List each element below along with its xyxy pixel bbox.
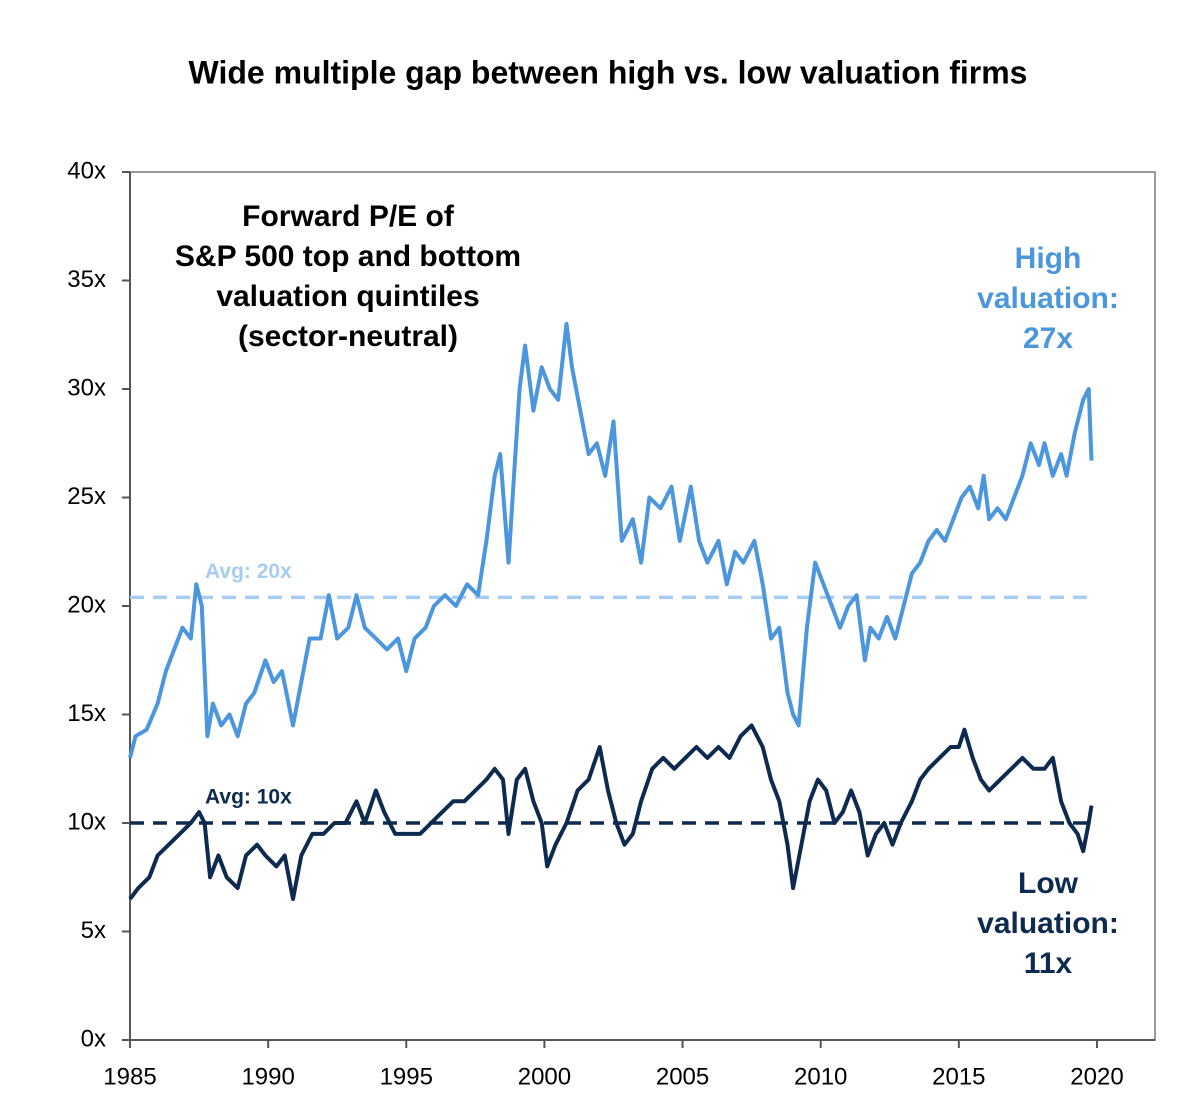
x-tick-label: 2005 [656,1063,709,1090]
annotation: High [1015,242,1082,275]
annotation: Forward P/E of [242,200,455,233]
average-label: Avg: 20x [205,560,292,583]
y-tick-label: 15x [67,700,106,727]
y-tick-label: 30x [67,374,106,401]
x-tick-label: 2015 [932,1063,985,1090]
series-line [128,723,1094,901]
x-tick-label: 1985 [103,1063,156,1090]
annotation: Low [1018,867,1079,900]
y-tick-label: 10x [67,808,106,835]
x-tick-label: 2020 [1070,1063,1123,1090]
y-tick-label: 25x [67,483,106,510]
y-tick-label: 0x [81,1025,106,1052]
y-tick-label: 40x [67,157,106,184]
series-line [128,321,1094,759]
x-tick-label: 1995 [380,1063,433,1090]
annotation: 11x [1024,947,1073,980]
annotation: 27x [1023,322,1073,355]
annotation: valuation: [977,907,1119,940]
annotation: (sector-neutral) [238,320,458,353]
y-tick-label: 20x [67,591,106,618]
x-tick-label: 2010 [794,1063,847,1090]
annotation: valuation: [977,282,1119,315]
x-tick-label: 2000 [518,1063,571,1090]
x-tick-label: 1990 [241,1063,294,1090]
y-tick-label: 5x [81,917,106,944]
average-label: Avg: 10x [205,786,292,809]
annotation: valuation quintiles [216,280,479,313]
chart-title: Wide multiple gap between high vs. low v… [189,54,1028,90]
annotation: S&P 500 top and bottom [175,240,521,273]
y-tick-label: 35x [67,266,106,293]
